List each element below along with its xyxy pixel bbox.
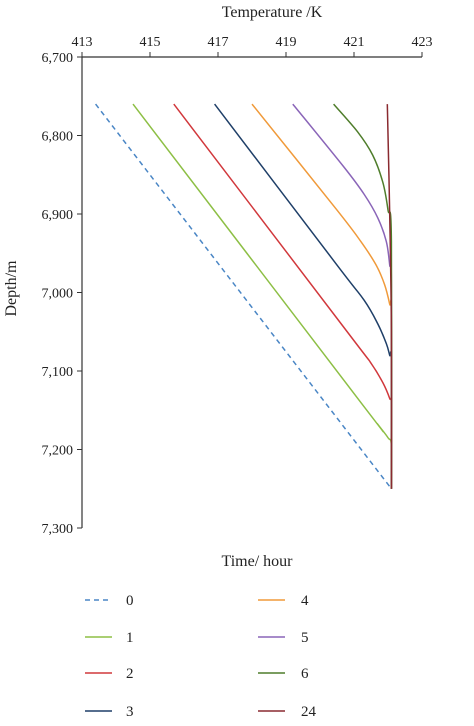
series-line-3	[214, 103, 393, 489]
y-tick-label: 7,100	[42, 365, 74, 380]
y-tick-label: 7,200	[42, 444, 74, 459]
x-tick-label: 413	[72, 35, 93, 50]
x-axis-title: Temperature /K	[222, 4, 323, 21]
y-tick-label: 6,900	[42, 208, 74, 223]
plot-frame	[81, 56, 422, 528]
legend-label-0: 0	[126, 593, 134, 609]
x-tick-label: 419	[276, 35, 297, 50]
series-line-1	[132, 103, 393, 489]
legend-label-3: 3	[126, 704, 134, 720]
x-tick-label: 417	[208, 35, 229, 50]
y-tick-label: 6,700	[42, 51, 74, 66]
legend-label-24: 24	[301, 704, 317, 720]
legend-label-4: 4	[301, 593, 309, 609]
legend-label-2: 2	[126, 666, 134, 682]
series-line-0	[95, 103, 392, 490]
series-line-5	[292, 103, 393, 489]
y-tick-label: 6,800	[42, 130, 74, 145]
y-axis-title: Depth/m	[3, 260, 20, 317]
axes: 413 415 417 419 421 423 6,700 6,800 6,900 7,000 7,…	[42, 35, 433, 537]
series-line-24	[386, 104, 393, 489]
series-line-2	[173, 103, 393, 489]
legend-label-1: 1	[126, 630, 134, 646]
y-tick-label: 7,000	[42, 287, 74, 302]
x-tick-label: 421	[344, 35, 365, 50]
legend-title: Time/ hour	[222, 553, 294, 570]
legend-label-5: 5	[301, 630, 309, 646]
x-tick-label: 415	[140, 35, 161, 50]
series-line-4	[251, 103, 393, 489]
series-lines	[95, 103, 393, 490]
legend-label-6: 6	[301, 666, 309, 682]
y-tick-label: 7,300	[42, 522, 74, 537]
x-tick-label: 423	[412, 35, 433, 50]
legend: 0 1 2 3 4 5 6 24	[85, 593, 317, 720]
